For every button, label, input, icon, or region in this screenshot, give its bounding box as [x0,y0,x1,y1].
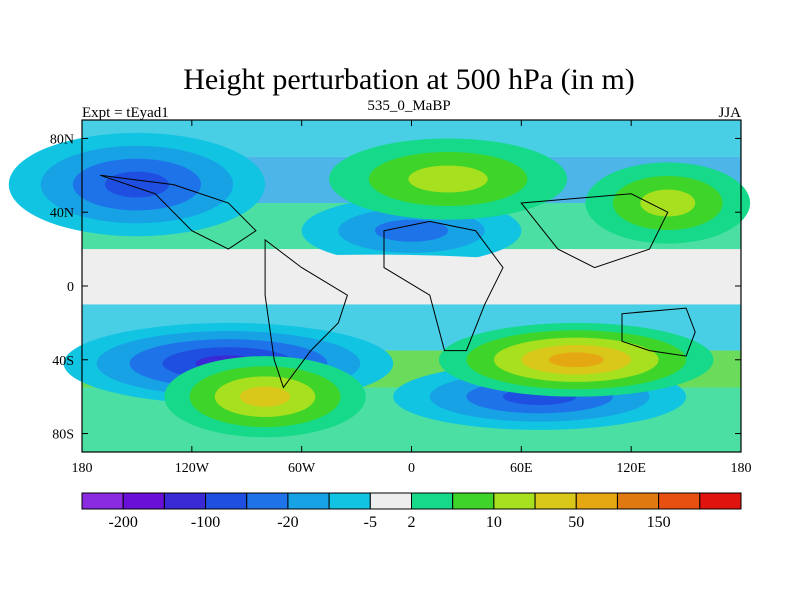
colorbar-box-3 [205,492,248,510]
south-hemisphere-high-2-contour-4 [548,352,604,368]
colorbar: -200 -100 -20 -5 2 10 50 150 [81,492,742,531]
colorbar-label-7: 150 [647,514,671,531]
coastline-overlay [100,174,696,389]
colorbar-box-9 [452,492,495,510]
y-tick-label-1: 40N [50,206,74,221]
south-hemisphere-high-2 [438,322,714,397]
colorbar-label-2: -20 [277,514,298,531]
colorbar-box-13 [616,492,660,510]
y-tick-label-3: 40S [52,354,74,369]
colorbar-label-6: 50 [568,514,584,531]
x-tick-label-0: 180 [72,461,93,476]
south-hemisphere-high-1 [164,356,366,438]
colorbar-box-14 [658,492,701,510]
colorbar-label-4: 2 [408,514,416,531]
colorbar-label-5: 10 [486,514,502,531]
y-tick-label-2: 0 [67,280,74,295]
x-tick-label-5: 120E [616,461,646,476]
x-tick-label-6: 180 [731,461,752,476]
right-string: JJA [718,105,741,121]
north-hemisphere-high-2 [585,162,751,244]
north-hemisphere-low-1 [8,132,266,237]
x-tick-label-1: 120W [175,461,210,476]
y-tick-label-4: 80S [52,428,74,443]
colorbar-box-4 [246,492,289,510]
x-tick-label-4: 60E [510,461,533,476]
north-hemisphere-high-1 [329,138,568,220]
left-string: Expt = tEyad1 [82,105,169,121]
colorbar-box-7 [369,492,412,510]
x-tick-label-3: 0 [408,461,415,476]
x-tick-label-2: 60W [288,461,316,476]
colorbar-label-0: -200 [109,514,138,531]
tropical-neutral-band-contour-0 [155,254,595,299]
coastline-1 [383,220,504,352]
colorbar-box-0 [81,492,124,510]
chart-title: Height perturbation at 500 hPa (in m) [183,63,635,96]
x-axis: 180 120W 60W 0 60E 120E 180 [72,120,752,476]
north-hemisphere-low-2-contour-2 [374,219,449,242]
colorbar-box-8 [411,492,454,510]
south-hemisphere-high-1-contour-3 [239,386,291,407]
coastline-4 [520,193,669,269]
colorbar-box-1 [122,492,165,510]
colorbar-box-6 [328,492,371,510]
north-hemisphere-high-1-contour-2 [408,165,488,193]
colorbar-box-11 [534,492,577,510]
tropical-neutral-band [155,254,595,299]
colorbar-box-5 [287,492,330,510]
north-hemisphere-high-2-contour-2 [640,189,696,217]
colorbar-box-12 [575,492,618,510]
north-hemisphere-low-1-contour-3 [104,171,169,198]
colorbar-box-2 [163,492,207,510]
colorbar-label-1: -100 [191,514,220,531]
coastline-3 [100,174,257,250]
coastline-0 [264,238,348,389]
colorbar-label-3: -5 [364,514,377,531]
y-axis: 80N 40N 0 40S 80S [50,132,741,443]
colorbar-box-15 [699,492,742,510]
center-string: 535_0_MaBP [367,98,450,114]
coastline-2 [621,307,696,357]
y-tick-label-0: 80N [50,132,74,147]
height-perturbation-field [8,120,751,452]
colorbar-box-10 [493,492,536,510]
